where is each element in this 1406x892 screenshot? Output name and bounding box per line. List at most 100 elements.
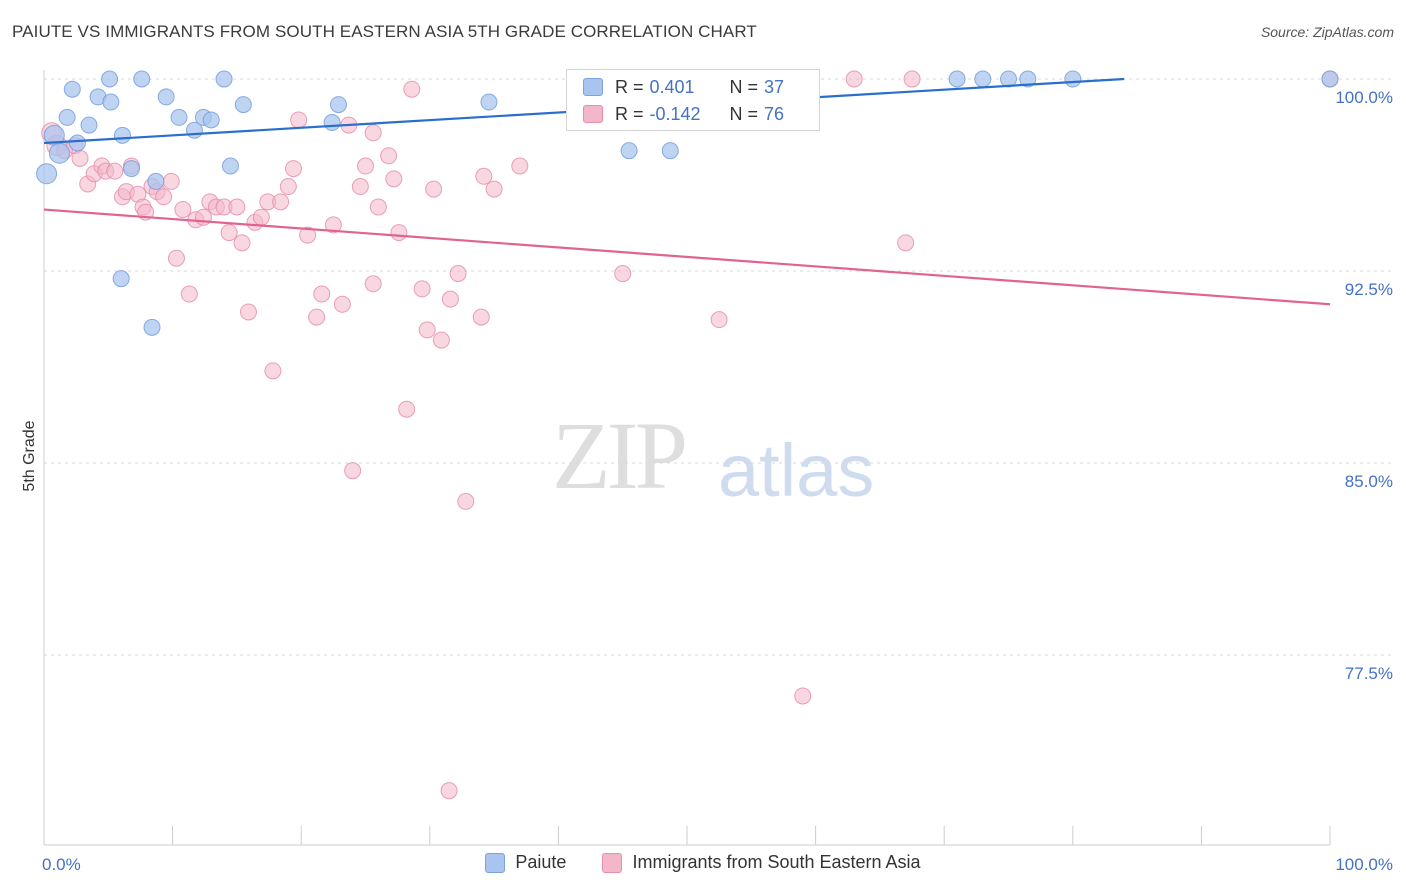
paiute-point-35[interactable] [1321,70,1339,88]
series-immigrants-points [41,70,1339,800]
paiute-point-8[interactable] [102,93,120,111]
immigrants-point-9[interactable] [106,162,124,180]
legend-n-value-immigrants: 76 [764,103,785,124]
paiute-point-14[interactable] [147,172,165,190]
paiute-point-2[interactable] [48,142,70,164]
immigrants-point-72[interactable] [897,234,915,252]
immigrants-point-36[interactable] [272,193,290,211]
immigrants-point-33[interactable] [252,208,270,226]
paiute-point-23[interactable] [323,114,341,132]
paiute-point-12[interactable] [133,70,151,88]
immigrants-point-28[interactable] [220,224,238,242]
legend-n-value-paiute: 37 [764,76,785,97]
immigrants-point-40[interactable] [299,226,317,244]
immigrants-point-61[interactable] [441,290,459,308]
paiute-point-5[interactable] [68,134,86,152]
immigrants-point-30[interactable] [233,234,251,252]
immigrants-point-24[interactable] [194,208,212,226]
immigrants-point-59[interactable] [425,180,443,198]
immigrants-point-63[interactable] [457,492,475,510]
y-tick-label-0: 100.0% [1335,88,1393,107]
immigrants-point-74[interactable] [440,782,458,800]
paiute-point-26[interactable] [620,142,638,160]
paiute-point-10[interactable] [113,126,131,144]
paiute-point-25[interactable] [480,93,498,111]
paiute-point-36[interactable] [112,270,130,288]
immigrants-point-46[interactable] [344,462,362,480]
legend-item-paiute[interactable]: Paiute [485,852,566,873]
immigrants-point-70[interactable] [794,687,812,705]
watermark-zip: ZIP [552,402,688,509]
legend-item-immigrants[interactable]: Immigrants from South Eastern Asia [602,852,921,873]
immigrants-point-62[interactable] [449,265,467,283]
immigrants-point-73[interactable] [903,70,921,88]
immigrants-point-52[interactable] [380,147,398,165]
immigrants-point-60[interactable] [432,331,450,349]
immigrants-point-38[interactable] [284,160,302,178]
legend-swatch-paiute [583,78,603,96]
paiute-point-31[interactable] [974,70,992,88]
immigrants-point-71[interactable] [845,70,863,88]
immigrants-point-42[interactable] [313,285,331,303]
immigrants-point-66[interactable] [485,180,503,198]
immigrants-point-54[interactable] [390,224,408,242]
immigrants-point-44[interactable] [333,295,351,313]
immigrants-point-49[interactable] [364,275,382,293]
paiute-point-4[interactable] [63,80,81,98]
immigrants-point-69[interactable] [710,311,728,329]
legend-n-label: N = [729,76,759,97]
immigrants-point-55[interactable] [398,400,416,418]
immigrants-point-64[interactable] [472,308,490,326]
paiute-point-6[interactable] [80,116,98,134]
immigrants-point-21[interactable] [174,201,192,219]
immigrants-point-50[interactable] [364,124,382,142]
immigrants-point-37[interactable] [279,178,297,196]
paiute-point-0[interactable] [36,163,58,185]
legend-r-label: R = [615,76,644,97]
immigrants-point-31[interactable] [239,303,257,321]
paiute-point-22[interactable] [234,96,252,114]
immigrants-point-53[interactable] [385,170,403,188]
immigrants-point-4[interactable] [71,149,89,167]
immigrants-point-47[interactable] [351,178,369,196]
paiute-point-20[interactable] [215,70,233,88]
legend-r-label-2: R = [615,103,644,124]
paiute-point-27[interactable] [661,142,679,160]
paiute-point-3[interactable] [58,108,76,126]
paiute-point-11[interactable] [122,160,140,178]
paiute-point-30[interactable] [948,70,966,88]
immigrants-point-20[interactable] [167,249,185,267]
immigrants-point-22[interactable] [180,285,198,303]
legend-label-immigrants: Immigrants from South Eastern Asia [632,852,921,872]
paiute-point-24[interactable] [329,96,347,114]
paiute-point-33[interactable] [1019,70,1037,88]
paiute-point-19[interactable] [202,111,220,129]
immigrants-point-68[interactable] [614,265,632,283]
paiute-point-13[interactable] [143,318,161,336]
legend-n-label-2: N = [729,103,759,124]
immigrants-point-35[interactable] [264,362,282,380]
paiute-point-32[interactable] [1000,70,1017,88]
axes [43,70,1331,846]
immigrants-point-18[interactable] [155,188,173,206]
immigrants-point-58[interactable] [418,321,436,339]
immigrants-point-29[interactable] [228,198,246,216]
y-tick-label-1: 92.5% [1345,280,1393,299]
paiute-point-15[interactable] [157,88,175,106]
paiute-point-34[interactable] [1064,70,1082,88]
immigrants-point-51[interactable] [369,198,387,216]
immigrants-point-43[interactable] [324,216,342,234]
immigrants-point-19[interactable] [162,172,180,190]
immigrants-point-57[interactable] [413,280,431,298]
immigrants-point-41[interactable] [308,308,326,326]
y-axis-label: 5th Grade [21,420,38,491]
paiute-point-21[interactable] [221,157,239,175]
paiute-point-9[interactable] [101,70,119,88]
immigrants-point-67[interactable] [511,157,529,175]
immigrants-point-56[interactable] [403,80,421,98]
immigrants-point-48[interactable] [357,157,374,175]
immigrants-point-65[interactable] [475,167,493,185]
paiute-point-16[interactable] [170,108,188,126]
immigrants-point-39[interactable] [290,111,308,129]
